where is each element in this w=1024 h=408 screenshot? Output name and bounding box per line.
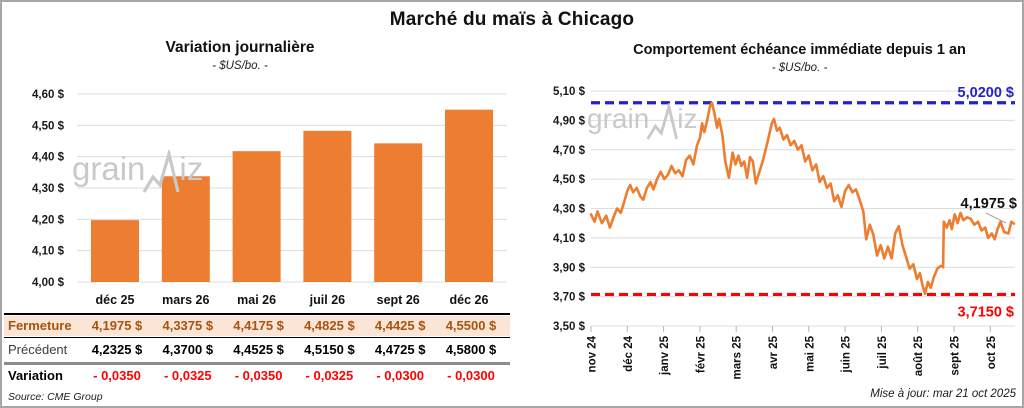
x-axis-label: août 25 [913, 335, 925, 376]
table-cell: 4,3375 $ [162, 317, 214, 333]
table-cell: 4,5500 $ [445, 317, 497, 333]
line-chart-subtitle: - $US/bo. - [771, 62, 828, 74]
x-axis-label: mai 25 [804, 335, 816, 371]
y-axis-label: 4,20 $ [32, 214, 65, 226]
y-axis-label: 5,10 $ [553, 86, 586, 98]
y-axis-label: 3,90 $ [553, 262, 586, 274]
y-axis-label: 4,10 $ [32, 246, 65, 258]
table-cell: - 0,0350 [93, 367, 141, 383]
table-cell: - 0,0325 [305, 367, 354, 383]
last-value-label: 4,1975 $ [961, 196, 1017, 212]
x-axis-label: déc 25 [96, 293, 135, 307]
table-cell: 4,4525 $ [233, 342, 284, 357]
y-axis-label: 4,10 $ [553, 233, 586, 245]
x-axis-label: déc 24 [623, 335, 635, 371]
y-axis-label: 3,70 $ [553, 292, 586, 304]
row-label-variation: Variation [8, 367, 63, 383]
x-axis-label: mai 26 [237, 293, 276, 307]
x-axis-label: juil 25 [877, 335, 889, 369]
table-cell: 4,3700 $ [162, 342, 214, 357]
x-axis-label: juin 25 [841, 335, 853, 373]
low-threshold-label: 3,7150 $ [958, 304, 1014, 320]
x-axis-label: juil 26 [309, 293, 345, 307]
bar-chart-subtitle: - $US/bo. - [212, 60, 268, 72]
x-axis-label: déc 26 [450, 293, 489, 307]
table-cell: 4,5150 $ [304, 342, 355, 357]
bar-juil-26 [303, 130, 352, 282]
bar-chart-title: Variation journalière [165, 39, 315, 56]
front-month-panel: Comportement échéance immédiate depuis 1… [514, 2, 1022, 406]
table-cell: - 0,0300 [447, 367, 495, 383]
y-axis-label: 4,40 $ [32, 152, 65, 164]
table-cell: - 0,0300 [376, 367, 425, 383]
bar-mai-26 [232, 151, 281, 282]
x-axis-label: févr 25 [695, 335, 707, 373]
y-axis-label: 4,00 $ [32, 277, 65, 289]
row-label-precedent: Précédent [8, 342, 68, 357]
y-axis-label: 4,50 $ [553, 174, 586, 186]
x-axis-label: oct 25 [986, 335, 998, 369]
row-label-fermeture: Fermeture [8, 317, 72, 333]
y-axis-label: 3,50 $ [553, 321, 586, 333]
x-axis-label: mars 25 [732, 335, 744, 379]
x-axis-label: sept 26 [377, 293, 420, 307]
table-divider [4, 361, 510, 365]
table-divider [4, 336, 510, 338]
table-row-fermeture: Fermeture 4,1975 $ 4,3375 $ 4,4175 $ 4,4825… [4, 315, 510, 336]
y-axis-label: 4,90 $ [553, 115, 586, 127]
table-cell: 4,4425 $ [374, 317, 426, 333]
table-cell: - 0,0350 [234, 367, 283, 383]
page-title: Marché du maïs à Chicago [389, 9, 635, 30]
table-divider [4, 313, 510, 315]
bar-mars-26 [161, 176, 210, 282]
front-month-line-chart: 5,10 $ 4,90 $ 4,70 $ 4,50 $ 4,30 $ 4,10 $ 3,90… [553, 85, 1017, 380]
x-axis-label: mars 26 [162, 293, 209, 307]
y-axis-label: 4,60 $ [32, 89, 65, 101]
table-cell: 4,5800 $ [445, 342, 497, 357]
y-axis-label: 4,70 $ [553, 145, 586, 157]
table-cell: - 0,0325 [163, 367, 212, 383]
table-cell: 4,4725 $ [374, 342, 426, 357]
high-threshold-label: 5,0200 $ [958, 85, 1014, 101]
y-axis-label: 4,30 $ [553, 204, 586, 216]
bar-déc-25 [91, 220, 139, 282]
x-axis-label: nov 24 [587, 335, 599, 372]
daily-variation-bar-chart: 4,60 $ 4,50 $ 4,40 $ 4,30 $ 4,20 $ 4,10 $ 4,00… [32, 89, 507, 307]
price-series-line [589, 101, 1016, 295]
table-cell: 4,2325 $ [91, 342, 143, 357]
x-axis-label: sept 25 [950, 335, 962, 375]
bar-sept-26 [374, 143, 423, 282]
table-row-precedent: Précédent 4,2325 $ 4,3700 $ 4,4525 $ 4,5150… [4, 339, 510, 360]
x-axis-label: avr 25 [768, 335, 780, 369]
line-chart-title: Comportement échéance immédiate depuis 1… [633, 42, 966, 58]
table-cell: 4,1975 $ [91, 317, 143, 333]
table-row-variation: Variation - 0,0350 - 0,0325 - 0,0350 - 0,03… [4, 366, 510, 386]
y-axis-label: 4,50 $ [32, 120, 65, 132]
table-cell: 4,4825 $ [304, 317, 355, 333]
update-note: Mise à jour: mar 21 oct 2025 [870, 388, 1016, 400]
y-axis-label: 4,30 $ [32, 183, 65, 195]
table-cell: 4,4175 $ [233, 317, 284, 333]
callout-leader-line [985, 212, 1007, 224]
x-axis-label: janv 25 [659, 335, 671, 376]
bar-déc-26 [445, 109, 493, 283]
source-note: Source: CME Group [8, 391, 103, 403]
